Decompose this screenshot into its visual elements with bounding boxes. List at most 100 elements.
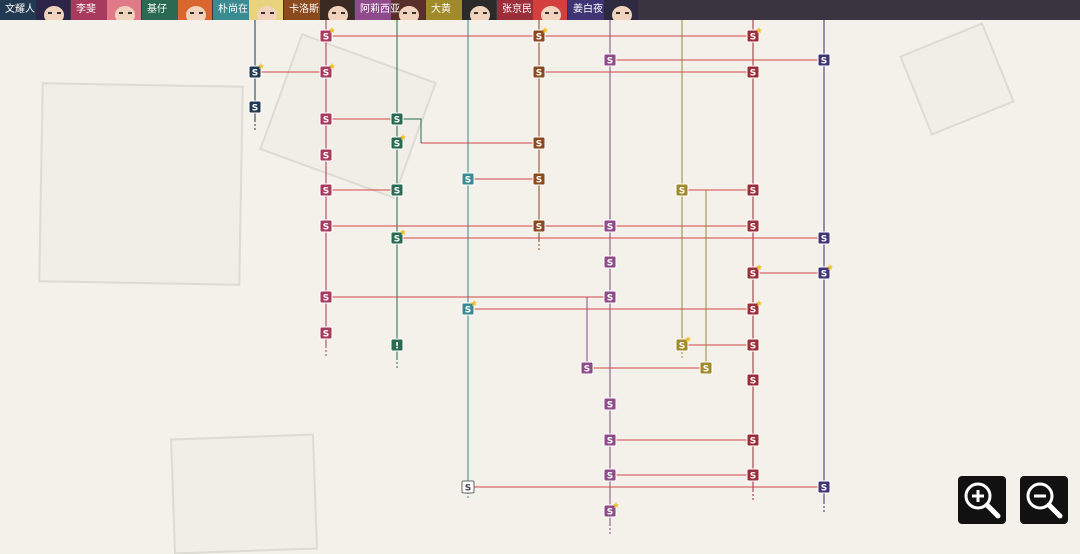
story-node[interactable]: S — [675, 336, 691, 352]
story-node[interactable]: S — [746, 219, 760, 233]
story-node[interactable]: S — [319, 27, 335, 43]
story-node[interactable]: S — [699, 361, 713, 375]
node-glyph: S — [750, 437, 756, 447]
story-node[interactable]: S — [248, 100, 262, 114]
star-icon — [471, 300, 477, 306]
story-node[interactable]: S — [603, 468, 617, 482]
character-portrait — [604, 0, 638, 20]
story-node[interactable]: S — [746, 27, 762, 43]
story-node[interactable]: S — [746, 373, 760, 387]
character-name: 基仔 — [147, 4, 167, 15]
star-icon — [613, 502, 619, 508]
story-node[interactable]: S — [532, 65, 546, 79]
story-node[interactable]: S — [817, 231, 831, 245]
star-icon — [685, 336, 691, 342]
story-node[interactable]: S — [319, 183, 333, 197]
story-node[interactable]: S — [746, 183, 760, 197]
story-node[interactable]: S — [746, 433, 760, 447]
node-glyph: S — [750, 377, 756, 387]
zoom-out-button[interactable] — [1020, 476, 1068, 524]
node-glyph: ! — [395, 342, 399, 352]
story-node[interactable]: S — [603, 397, 617, 411]
node-glyph: S — [465, 306, 471, 316]
star-icon — [756, 27, 762, 33]
node-glyph: S — [750, 223, 756, 233]
story-node[interactable]: S — [817, 53, 831, 67]
node-glyph: S — [821, 235, 827, 245]
character-portrait — [462, 0, 496, 20]
character-tab-c5[interactable]: 卡洛斯 — [284, 0, 354, 20]
story-node[interactable]: S — [532, 27, 548, 43]
story-node[interactable]: S — [532, 172, 546, 186]
node-glyph: S — [536, 176, 542, 186]
node-glyph: S — [323, 69, 329, 79]
zoom-in-button[interactable] — [958, 476, 1006, 524]
node-glyph: S — [536, 223, 542, 233]
story-node[interactable]: S — [319, 63, 335, 79]
story-node[interactable]: S — [603, 433, 617, 447]
star-icon — [329, 63, 335, 69]
node-glyph: S — [536, 69, 542, 79]
character-name: 张京民 — [502, 4, 532, 15]
star-icon — [756, 264, 762, 270]
story-node[interactable]: S — [675, 183, 689, 197]
node-glyph: S — [536, 140, 542, 150]
node-glyph: S — [394, 116, 400, 126]
node-glyph: S — [394, 187, 400, 197]
character-tab-c7[interactable]: 大黄 — [426, 0, 496, 20]
star-icon — [756, 300, 762, 306]
character-tab-c1[interactable]: 文耀人 — [0, 0, 70, 20]
story-node[interactable]: S — [746, 338, 760, 352]
story-node[interactable]: ! — [390, 338, 404, 352]
node-glyph: S — [323, 187, 329, 197]
story-node[interactable]: S — [319, 112, 333, 126]
story-node[interactable]: S — [319, 290, 333, 304]
story-node[interactable]: S — [603, 219, 617, 233]
node-glyph: S — [750, 69, 756, 79]
story-node[interactable]: S — [532, 219, 546, 233]
node-glyph: S — [607, 223, 613, 233]
star-icon — [827, 264, 833, 270]
story-node[interactable]: S — [603, 502, 619, 518]
story-node[interactable]: S — [532, 136, 546, 150]
character-tab-c8[interactable]: 张京民 — [497, 0, 567, 20]
story-node[interactable]: S — [390, 134, 406, 150]
character-tab-c9[interactable]: 姜白夜 — [568, 0, 638, 20]
story-node[interactable]: S — [319, 219, 333, 233]
character-tab-c6[interactable]: 阿莉西亚 — [355, 0, 425, 20]
story-node[interactable]: S — [580, 361, 594, 375]
story-node[interactable]: S — [390, 183, 404, 197]
story-node[interactable]: S — [746, 300, 762, 316]
node-glyph: S — [536, 33, 542, 43]
story-node[interactable]: S — [746, 65, 760, 79]
story-node[interactable]: S — [461, 300, 477, 316]
story-node[interactable]: S — [461, 480, 475, 494]
node-glyph: S — [679, 187, 685, 197]
story-node[interactable]: S — [746, 264, 762, 280]
node-glyph: S — [607, 259, 613, 269]
character-portrait — [107, 0, 141, 20]
character-tab-c4[interactable]: 朴尚在 — [213, 0, 283, 20]
story-node[interactable]: S — [319, 326, 333, 340]
node-glyph: S — [323, 116, 329, 126]
node-glyph: S — [323, 33, 329, 43]
story-node[interactable]: S — [461, 172, 475, 186]
node-glyph: S — [750, 33, 756, 43]
story-node[interactable]: S — [603, 255, 617, 269]
story-node[interactable]: S — [319, 148, 333, 162]
story-node[interactable]: S — [817, 264, 833, 280]
story-node[interactable]: S — [390, 112, 404, 126]
character-tab-c3[interactable]: 基仔 — [142, 0, 212, 20]
character-tab-c2[interactable]: 李斐 — [71, 0, 141, 20]
story-node[interactable]: S — [603, 290, 617, 304]
node-glyph: S — [607, 401, 613, 411]
story-node[interactable]: S — [817, 480, 831, 494]
character-portrait — [533, 0, 567, 20]
node-glyph: S — [252, 69, 258, 79]
story-node[interactable]: S — [603, 53, 617, 67]
story-node[interactable]: S — [390, 229, 406, 245]
node-glyph: S — [584, 365, 590, 375]
star-icon — [542, 27, 548, 33]
story-node[interactable]: S — [746, 468, 760, 482]
story-node[interactable]: S — [248, 63, 264, 79]
